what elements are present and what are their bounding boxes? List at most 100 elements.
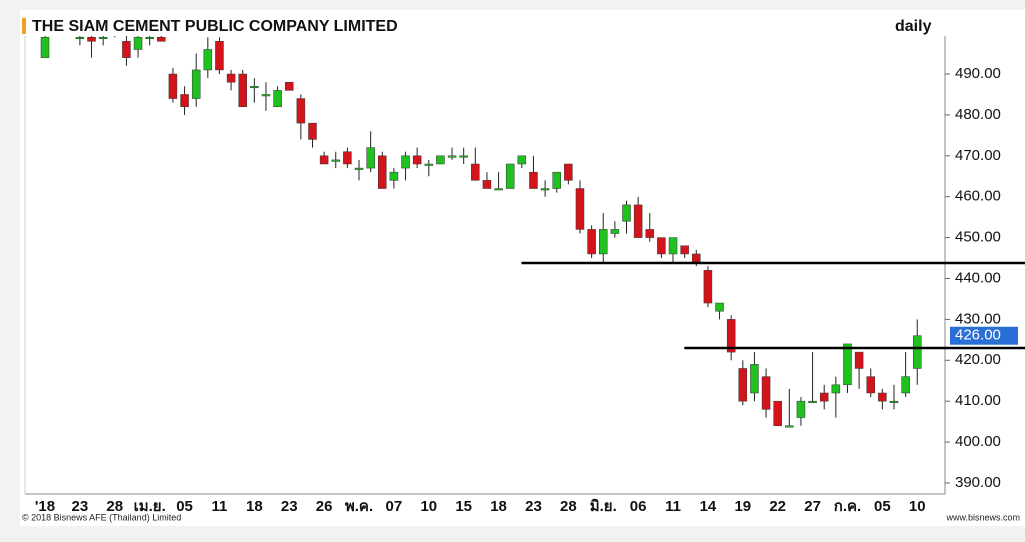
candle-body <box>517 155 527 165</box>
candle-body <box>529 171 538 189</box>
candle-body <box>692 253 701 263</box>
x-tick-label: 06 <box>630 498 647 515</box>
candle-body <box>40 36 50 58</box>
x-tick-label: 27 <box>804 498 821 515</box>
candle-body <box>98 36 108 39</box>
x-tick-label: 28 <box>106 498 123 515</box>
x-tick-label: 05 <box>176 498 193 515</box>
candle-body <box>447 155 457 158</box>
x-tick-label: 10 <box>909 498 926 515</box>
candle-body <box>726 319 736 353</box>
y-tick-label: 390.00 <box>955 474 1001 491</box>
x-tick-label: 23 <box>281 498 298 515</box>
candle-body <box>843 343 852 386</box>
x-tick-label: พ.ค. <box>345 498 373 515</box>
candle-body <box>250 86 259 89</box>
x-tick-label: 11 <box>665 498 681 515</box>
candle-body <box>133 36 143 50</box>
candle-body <box>773 400 782 426</box>
candle-body <box>412 155 422 165</box>
candle-body <box>343 151 352 165</box>
copyright: © 2018 Bisnews AFE (Thailand) Limited <box>22 512 181 522</box>
x-tick-label: 26 <box>316 498 333 515</box>
x-tick-label: 10 <box>420 498 437 515</box>
candle-body <box>296 98 306 124</box>
candle-body <box>750 364 759 394</box>
x-tick-label: 22 <box>769 498 786 515</box>
candle-body <box>540 188 550 191</box>
candle-body <box>308 122 317 140</box>
x-tick-label: 19 <box>734 498 751 515</box>
x-tick-label: 15 <box>455 498 472 515</box>
candle-body <box>715 302 724 312</box>
y-tick-label: 420.00 <box>955 351 1001 368</box>
x-tick-label: เม.ย. <box>134 498 166 515</box>
y-tick-label: 410.00 <box>955 392 1001 409</box>
candle-body <box>657 237 666 255</box>
candle-body <box>738 368 748 402</box>
candle-body <box>215 41 224 71</box>
candle-body <box>145 36 154 39</box>
x-tick-label: 07 <box>386 498 403 515</box>
candle-body <box>668 237 678 255</box>
candle-body <box>598 229 608 255</box>
y-tick-label: 430.00 <box>955 310 1001 327</box>
candle-body <box>796 400 806 418</box>
candle-body <box>180 94 189 107</box>
candle-body <box>401 155 410 169</box>
candle-body <box>284 81 294 91</box>
candle-body <box>645 229 655 238</box>
y-tick-label: 480.00 <box>955 106 1001 123</box>
candle-body <box>157 36 166 42</box>
candle-body <box>191 69 201 99</box>
candle-body <box>622 204 631 222</box>
source: www.bisnews.com <box>945 512 1020 522</box>
x-tick-label: ก.ค. <box>834 498 861 515</box>
candle-body <box>761 376 771 410</box>
x-tick-label: 23 <box>72 498 89 515</box>
candle-body <box>261 94 271 97</box>
x-tick-label: '18 <box>35 498 55 515</box>
candle-body <box>889 400 899 403</box>
title-marker <box>22 18 26 34</box>
plot <box>40 36 922 428</box>
candle-body <box>331 159 340 162</box>
candle-body <box>238 73 247 107</box>
candle-body <box>913 335 922 369</box>
candle-body <box>389 171 399 181</box>
candle-body <box>482 180 492 189</box>
candle-body <box>436 155 445 165</box>
candle-body <box>122 41 131 58</box>
x-tick-label: 28 <box>560 498 577 515</box>
x-tick-label: 18 <box>246 498 263 515</box>
candle-body <box>854 351 864 369</box>
candle-body <box>273 90 282 107</box>
candle-body <box>819 392 829 402</box>
candle-body <box>226 73 236 83</box>
y-tick-label: 470.00 <box>955 147 1001 164</box>
candle-body <box>494 188 503 191</box>
x-tick-label: 11 <box>212 498 228 515</box>
candle-body <box>785 425 794 428</box>
candle-body <box>808 400 817 403</box>
candle-body <box>354 167 364 170</box>
last-price-label: 426.00 <box>955 327 1001 344</box>
candle-body <box>505 163 515 189</box>
candle-body <box>587 229 596 255</box>
candle-body <box>459 155 468 158</box>
candle-body <box>168 73 178 99</box>
y-tick-label: 400.00 <box>955 433 1001 450</box>
x-tick-label: 23 <box>525 498 542 515</box>
candle-body <box>552 171 561 189</box>
y-tick-label: 460.00 <box>955 188 1001 205</box>
candle-body <box>203 49 213 71</box>
candle-body <box>878 392 887 402</box>
x-tick-label: 05 <box>874 498 891 515</box>
candle-body <box>366 147 375 169</box>
candle-body <box>610 229 620 234</box>
last-price-box <box>950 326 1018 345</box>
candle-body <box>319 155 329 165</box>
candle-body <box>378 155 387 189</box>
